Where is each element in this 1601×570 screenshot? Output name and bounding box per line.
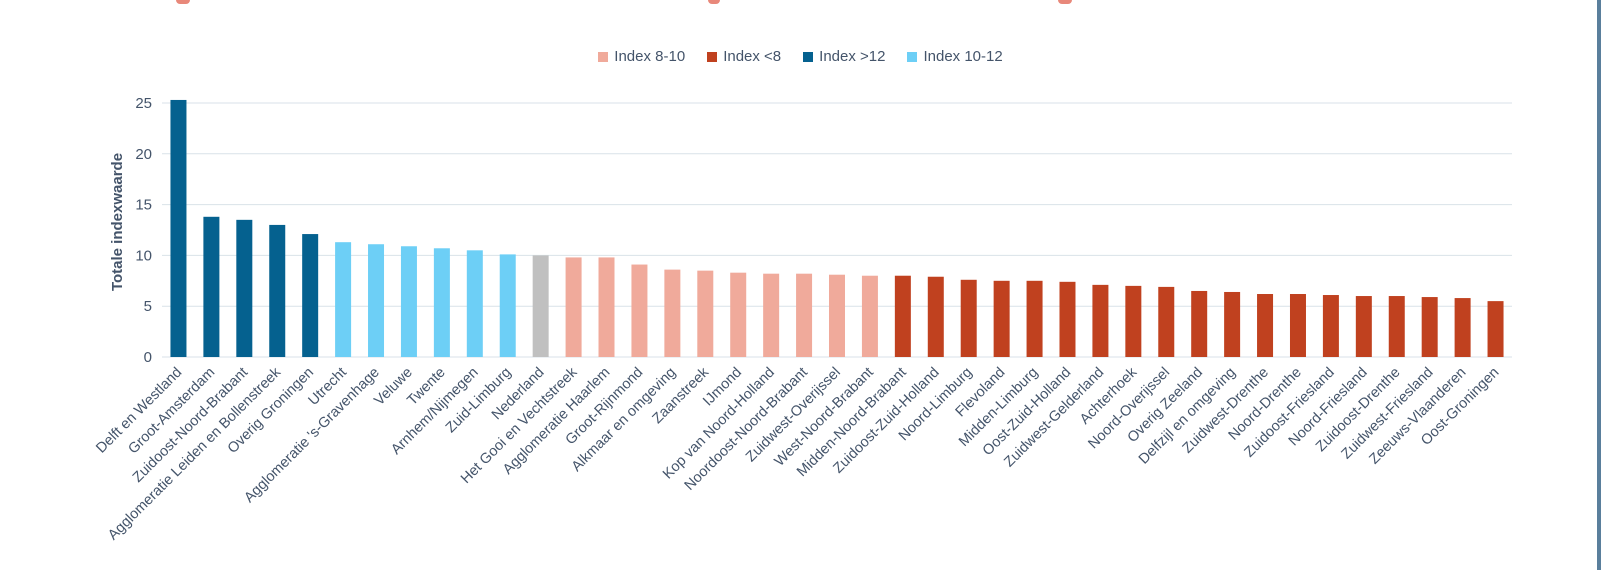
bar	[598, 257, 615, 357]
y-tick-label: 5	[144, 298, 152, 315]
bar	[1125, 285, 1142, 357]
top-mark-middle	[708, 0, 720, 4]
bar	[466, 250, 483, 357]
bar	[1487, 301, 1504, 357]
y-tick-label: 0	[144, 349, 152, 366]
bar	[763, 273, 780, 357]
bar-layer	[170, 99, 1504, 358]
legend-swatch	[907, 51, 918, 62]
bar	[1388, 296, 1405, 357]
bar	[1421, 297, 1438, 357]
bar	[1026, 280, 1043, 357]
y-axis-label: Totale indexwaarde	[109, 153, 126, 291]
bar	[1059, 281, 1076, 357]
bar	[730, 272, 747, 357]
legend-swatch	[803, 51, 814, 62]
legend-label: Index 10-12	[923, 48, 1003, 65]
bar	[927, 276, 944, 357]
bar	[335, 242, 352, 357]
bar	[796, 273, 813, 357]
legend-item-index-above-12: Index >12	[803, 48, 885, 65]
top-mark-left	[176, 0, 190, 4]
bar	[894, 275, 911, 357]
bar	[1092, 284, 1109, 357]
legend-label: Index <8	[723, 48, 782, 65]
y-tick-label: 10	[135, 247, 152, 264]
right-edge-line	[1597, 0, 1601, 570]
bar	[1289, 294, 1306, 357]
top-mark-right	[1058, 0, 1072, 4]
bar	[1322, 295, 1339, 357]
bar	[1355, 296, 1372, 357]
bar	[499, 254, 516, 357]
bar	[960, 279, 977, 357]
bar	[170, 99, 187, 358]
bar	[203, 216, 220, 357]
y-tick-label: 25	[135, 95, 152, 112]
bar	[1454, 298, 1471, 357]
legend-swatch	[707, 51, 718, 62]
legend-item-index-8-10: Index 8-10	[598, 48, 685, 65]
legend-label: Index >12	[819, 48, 886, 65]
legend-swatch	[598, 51, 609, 62]
legend-label: Index 8-10	[614, 48, 686, 65]
bar	[400, 246, 417, 357]
bar	[302, 234, 319, 357]
y-tick-label: 15	[135, 197, 152, 214]
bar	[532, 255, 549, 357]
bar	[269, 224, 286, 357]
bar	[1257, 294, 1274, 357]
bar	[1158, 286, 1175, 357]
bar	[1224, 291, 1241, 357]
bar	[368, 244, 385, 357]
legend-item-index-10-12: Index 10-12	[907, 48, 1003, 65]
bar	[565, 257, 582, 357]
bar	[829, 274, 845, 357]
bar	[664, 269, 681, 357]
bar	[631, 264, 648, 357]
bar	[861, 275, 878, 357]
chart-legend: Index 8-10 Index <8 Index >12 Index 10-1…	[0, 48, 1601, 65]
bar	[993, 280, 1010, 357]
bar	[433, 248, 450, 357]
bar	[236, 219, 253, 357]
legend-item-index-below-8: Index <8	[707, 48, 781, 65]
bar	[697, 270, 714, 357]
bar	[1191, 290, 1208, 357]
y-tick-label: 20	[135, 146, 152, 163]
